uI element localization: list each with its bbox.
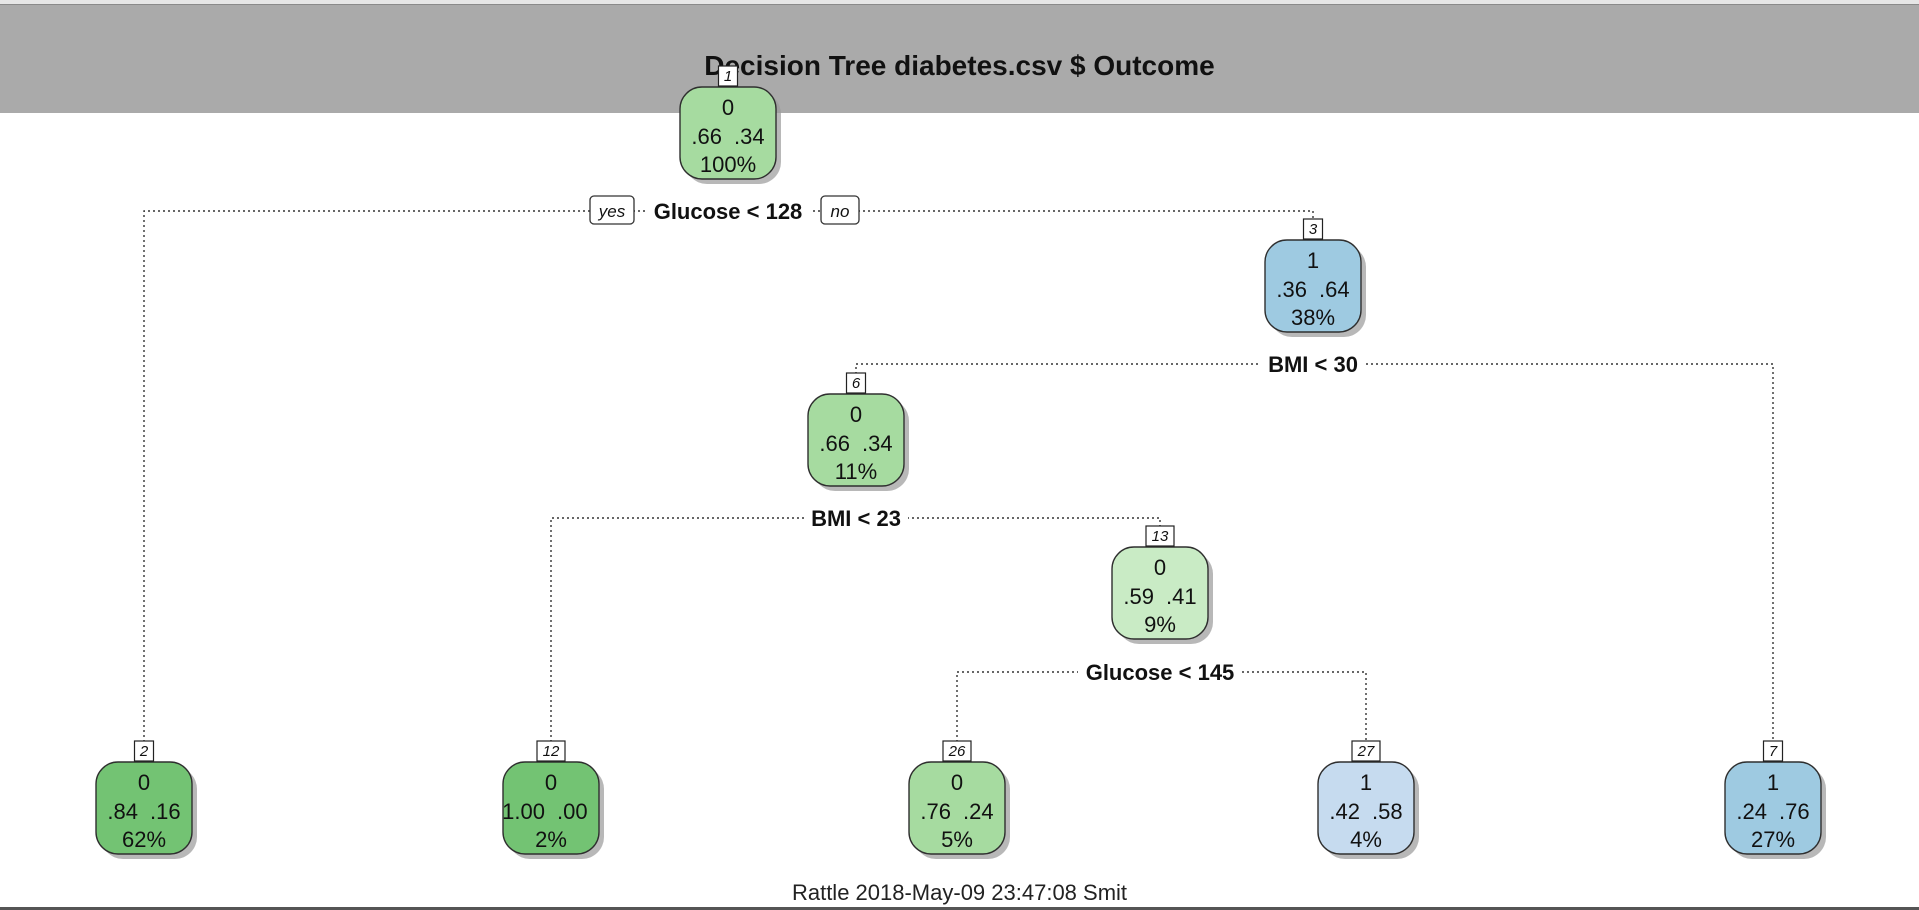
node-prob-0: 1.00 [502,799,545,824]
tree-node-7: 7 1.24 .76 27% [1724,740,1826,859]
node-prob-0: .36 [1276,277,1307,302]
node-percent: 11% [835,459,877,484]
node-prob-1: .64 [1319,277,1350,302]
split-label-bg [1261,351,1365,377]
split-label-bg [804,505,908,531]
node-number: 3 [1309,221,1318,238]
branch-yes-box [589,195,635,225]
node-class: 0 [1154,555,1166,580]
node-prob-1: .24 [963,799,994,824]
node-number: 26 [948,743,966,760]
node-number-box [845,372,867,394]
node-percent: 4% [1350,827,1382,852]
split-label-13: Glucose < 145 [1086,660,1235,685]
node-class: 0 [850,402,862,427]
split-label-bg [646,198,810,224]
tree-node-3: 3 1.36 .64 38% [1264,218,1366,337]
split-label-3: BMI < 30 [1268,352,1358,377]
node-percent: 27% [1751,827,1795,852]
tree-node-6: 6 0.66 .34 11% [807,372,909,491]
node-prob-0: .84 [107,799,138,824]
tree-node-1: 1 0.66 .34 100% [679,65,781,184]
node-percent: 9% [1144,612,1176,637]
node-prob-1: .34 [862,431,893,456]
tree-node-12: 12 01.00 .00 2% [502,740,604,859]
node-percent: 38% [1291,305,1335,330]
branch-no-box [820,195,860,225]
node-number: 12 [543,743,560,760]
bottom-border [0,907,1919,910]
edge-6 [550,517,1161,742]
node-prob-0: .66 [819,431,850,456]
node-prob-0: .66 [691,124,722,149]
node-prob-1: .16 [150,799,181,824]
node-number-box [1762,740,1784,762]
node-class: 1 [1307,248,1319,273]
node-number-box [1351,740,1381,762]
node-box [1264,239,1362,333]
node-prob-0: .24 [1736,799,1767,824]
edge-13 [956,671,1367,742]
node-prob-0: .59 [1123,584,1154,609]
node-prob-0: .76 [920,799,951,824]
node-percent: 62% [122,827,166,852]
node-box [502,761,600,855]
node-number: 7 [1769,743,1778,760]
node-number-box [717,65,739,87]
tree-node-27: 27 1.42 .58 4% [1317,740,1419,859]
node-box [95,761,193,855]
node-prob-1: .58 [1372,799,1403,824]
node-number: 1 [724,68,732,85]
plot-title: Decision Tree diabetes.csv $ Outcome [704,50,1215,81]
node-box [1111,546,1209,640]
branch-no-label: no [831,202,850,221]
node-number-box [536,740,566,762]
node-class: 1 [1767,770,1779,795]
footer-caption: Rattle 2018-May-09 23:47:08 Smit [791,880,1128,905]
node-box [1317,761,1415,855]
node-class: 0 [545,770,557,795]
split-label-bg [1078,659,1242,685]
tree-node-13: 13 0.59 .41 9% [1111,525,1213,644]
node-number-box [1302,218,1324,240]
node-class: 1 [1360,770,1372,795]
split-label-1: Glucose < 128 [654,199,803,224]
node-class: 0 [138,770,150,795]
node-class: 0 [722,95,734,120]
node-prob-1: .41 [1166,584,1197,609]
node-percent: 100% [700,152,756,177]
node-number-box [133,740,155,762]
node-number-box [1145,525,1175,547]
node-number: 13 [1152,528,1169,545]
split-label-6: BMI < 23 [811,506,901,531]
node-class: 0 [951,770,963,795]
node-box [1724,761,1822,855]
tree-nodes: 10.66.34100%20.84.1662%31.36.6438%60.66.… [95,65,1826,859]
node-number-box [942,740,972,762]
tree-node-26: 26 0.76 .24 5% [908,740,1010,859]
node-number: 2 [139,743,149,760]
node-box [807,393,905,487]
node-prob-0: .42 [1329,799,1360,824]
branch-yes-label: yes [598,202,626,221]
tree-edges [143,210,1774,742]
node-prob-1: .76 [1779,799,1810,824]
window-top-border [0,0,1919,5]
node-percent: 5% [941,827,973,852]
node-percent: 2% [535,827,567,852]
split-labels: Glucose < 128 BMI < 30 BMI < 23 Glucose < 1… [589,195,1365,685]
node-box [679,86,777,180]
node-prob-1: .34 [734,124,765,149]
title-band [0,5,1919,113]
tree-node-2: 2 0.84 .16 62% [95,740,197,859]
edge-3 [855,363,1774,742]
node-box [908,761,1006,855]
node-number: 6 [852,375,861,392]
node-number: 27 [1357,743,1375,760]
node-prob-1: .00 [557,799,588,824]
